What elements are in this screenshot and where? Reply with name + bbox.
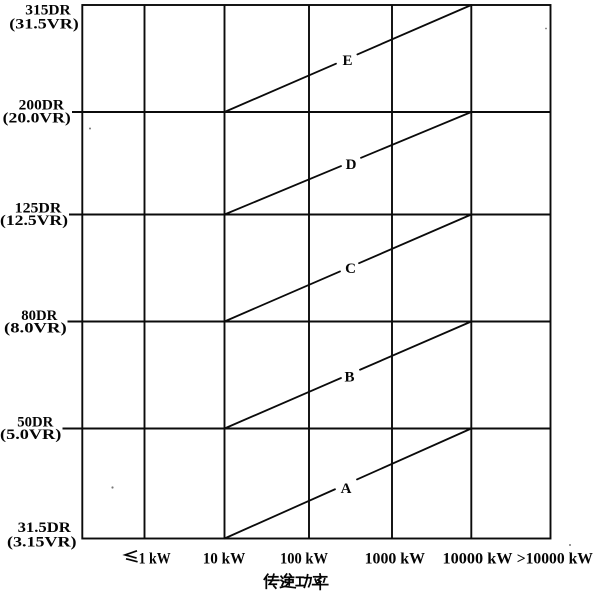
svg-text:C: C — [345, 261, 356, 277]
svg-text:125DR: 125DR — [15, 200, 62, 216]
svg-text:10000 kW: 10000 kW — [443, 550, 513, 567]
svg-text:10 kW: 10 kW — [203, 550, 246, 567]
svg-text:1 kW: 1 kW — [139, 550, 171, 567]
svg-text:50DR: 50DR — [17, 414, 53, 430]
svg-text:(3.15VR): (3.15VR) — [7, 534, 77, 550]
svg-text:100 kW: 100 kW — [280, 550, 328, 567]
svg-text:(20.0VR): (20.0VR) — [3, 111, 71, 127]
svg-text:D: D — [346, 157, 357, 173]
svg-text:31.5DR: 31.5DR — [18, 520, 71, 536]
svg-text:(31.5VR): (31.5VR) — [9, 16, 78, 32]
svg-text:(12.5VR): (12.5VR) — [0, 213, 68, 229]
svg-text:200DR: 200DR — [19, 98, 64, 114]
svg-text:A: A — [341, 481, 352, 497]
svg-text:1000 kW: 1000 kW — [365, 550, 425, 567]
svg-text:E: E — [342, 53, 352, 69]
svg-text:B: B — [344, 370, 354, 386]
svg-text:(8.0VR): (8.0VR) — [4, 321, 67, 337]
svg-text:315DR: 315DR — [25, 3, 71, 19]
svg-text:>10000 kW: >10000 kW — [517, 550, 593, 567]
svg-text:80DR: 80DR — [21, 308, 57, 324]
svg-text:(5.0VR): (5.0VR) — [0, 427, 61, 443]
